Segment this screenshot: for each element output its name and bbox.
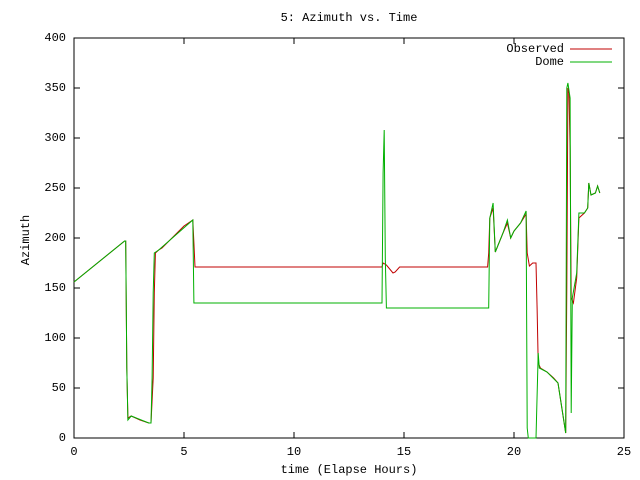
data-line	[73, 87, 601, 434]
x-tick-label: 5	[180, 445, 187, 459]
x-tick-label: 10	[287, 445, 301, 459]
y-tick-label: 100	[44, 331, 66, 345]
y-tick-label: 50	[52, 381, 66, 395]
y-tick-label: 250	[44, 181, 66, 195]
legend-label: Dome	[535, 55, 564, 69]
y-tick-label: 200	[44, 231, 66, 245]
y-tick-label: 400	[44, 31, 66, 45]
x-tick-label: 25	[617, 445, 631, 459]
x-tick-label: 15	[397, 445, 411, 459]
chart-title: 5: Azimuth vs. Time	[281, 11, 418, 25]
x-axis-label: time (Elapse Hours)	[281, 463, 418, 477]
y-tick-label: 350	[44, 81, 66, 95]
data-line	[73, 82, 601, 439]
y-tick-label: 0	[59, 431, 66, 445]
y-tick-label: 300	[44, 131, 66, 145]
plot-border	[73, 37, 625, 439]
x-tick-label: 20	[507, 445, 521, 459]
y-axis-label: Azimuth	[19, 215, 33, 265]
legend-label: Observed	[506, 42, 564, 56]
y-tick-label: 150	[44, 281, 66, 295]
x-tick-label: 0	[70, 445, 77, 459]
